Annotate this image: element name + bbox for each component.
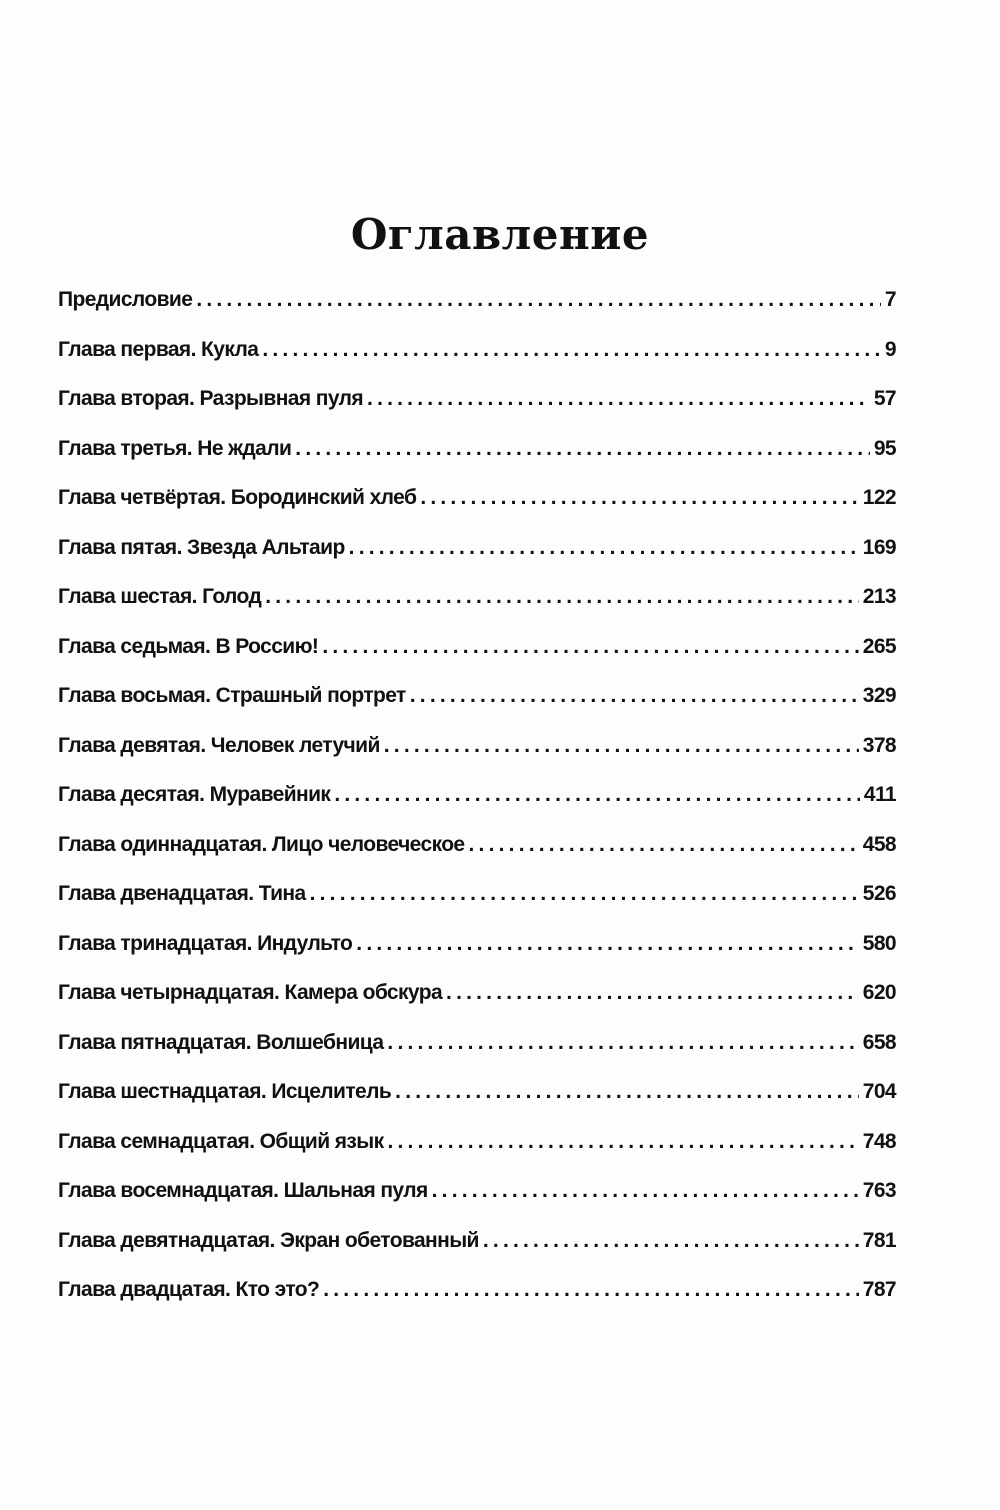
dot-leader <box>395 1080 859 1104</box>
toc-entry-page: 329 <box>862 684 897 707</box>
dot-leader <box>322 635 858 659</box>
toc-entry: Глава первая. Кукла 9 <box>58 337 897 388</box>
toc-entry-label: Глава восемнадцатая. Шальная пуля <box>58 1179 428 1202</box>
dot-leader <box>432 1179 859 1203</box>
toc-entry-label: Глава двенадцатая. Тина <box>58 882 306 905</box>
toc-entry: Глава пятая. Звезда Альтаир 169 <box>58 535 897 586</box>
toc-entry-label: Глава семнадцатая. Общий язык <box>58 1129 384 1153</box>
toc-entry-label: Глава шестая. Голод <box>58 585 262 608</box>
toc-entry-page: 265 <box>862 634 897 658</box>
dot-leader <box>483 1229 859 1253</box>
toc-entry-page: 458 <box>862 832 897 856</box>
toc-entry-label: Глава девятнадцатая. Экран обетованный <box>58 1228 479 1252</box>
toc-entry-page: 658 <box>862 1030 897 1054</box>
toc-entry: Глава четырнадцатая. Камера обскура 620 <box>58 981 897 1031</box>
toc-entry-page: 213 <box>862 585 897 608</box>
toc-entry-page: 748 <box>862 1129 897 1153</box>
toc-entry-label: Глава первая. Кукла <box>58 337 259 361</box>
dot-leader <box>356 932 858 956</box>
dot-leader <box>323 1278 859 1302</box>
toc-entry-page: 7 <box>884 288 897 311</box>
toc-entry-page: 526 <box>862 882 897 905</box>
toc-entry: Глава восьмая. Страшный портрет 329 <box>58 684 897 734</box>
dot-leader <box>262 338 881 362</box>
dot-leader <box>349 536 859 560</box>
toc-entry: Глава двенадцатая. Тина 526 <box>58 882 897 932</box>
toc-entry-label: Глава пятая. Звезда Альтаир <box>58 535 345 559</box>
toc-entry: Глава шестая. Голод 213 <box>58 585 897 635</box>
dot-leader <box>387 1130 858 1154</box>
toc-entry-page: 122 <box>862 486 897 509</box>
dot-leader <box>367 387 870 411</box>
toc-entry-label: Глава восьмая. Страшный портрет <box>58 684 406 707</box>
toc-entry-page: 169 <box>862 535 897 559</box>
toc-entry: Глава двадцатая. Кто это? 787 <box>58 1278 897 1328</box>
toc-entry-label: Предисловие <box>58 288 193 311</box>
toc-entry-label: Глава четырнадцатая. Камера обскура <box>58 981 443 1004</box>
toc-entry: Глава пятнадцатая. Волшебница 658 <box>58 1030 897 1081</box>
dot-leader <box>310 882 859 906</box>
toc-entry: Глава десятая. Муравейник 411 <box>58 783 897 833</box>
toc-entry-page: 704 <box>862 1080 897 1103</box>
toc-entry-page: 580 <box>862 931 897 955</box>
toc-entry-page: 763 <box>862 1179 897 1202</box>
toc-entry-page: 378 <box>862 733 897 757</box>
toc-entry-label: Глава одиннадцатая. Лицо человеческое <box>58 832 465 856</box>
toc-entry-page: 57 <box>873 387 897 410</box>
toc-entry-label: Глава пятнадцатая. Волшебница <box>58 1030 384 1054</box>
toc-entry-label: Глава тринадцатая. Индульто <box>58 931 353 955</box>
toc-entry-label: Глава четвёртая. Бородинский хлеб <box>58 486 417 509</box>
toc-entry: Глава семнадцатая. Общий язык 748 <box>58 1129 897 1180</box>
table-of-contents: Предисловие 7 Глава первая. Кукла 9 Глава вт… <box>58 288 897 1328</box>
dot-leader <box>387 1031 858 1055</box>
toc-entry-page: 781 <box>862 1228 897 1252</box>
toc-entry: Глава шестнадцатая. Исцелитель 704 <box>58 1080 897 1130</box>
dot-leader <box>420 486 858 510</box>
toc-entry: Глава седьмая. В Россию! 265 <box>58 634 897 685</box>
toc-entry: Глава тринадцатая. Индульто 580 <box>58 931 897 982</box>
dot-leader <box>469 833 859 857</box>
dot-leader <box>334 783 860 807</box>
toc-entry-label: Глава девятая. Человек летучий <box>58 733 380 757</box>
toc-entry-label: Глава двадцатая. Кто это? <box>58 1278 320 1301</box>
toc-entry-page: 787 <box>862 1278 897 1301</box>
toc-entry: Глава третья. Не ждали 95 <box>58 436 897 487</box>
dot-leader <box>410 684 859 708</box>
toc-entry-label: Глава седьмая. В Россию! <box>58 634 319 658</box>
dot-leader <box>384 734 859 758</box>
toc-entry-page: 411 <box>863 783 897 806</box>
dot-leader <box>196 288 881 312</box>
toc-entry-label: Глава третья. Не ждали <box>58 436 292 460</box>
toc-entry: Глава девятнадцатая. Экран обетованный 78… <box>58 1228 897 1279</box>
toc-entry-label: Глава вторая. Разрывная пуля <box>58 387 364 410</box>
toc-entry: Глава вторая. Разрывная пуля 57 <box>58 387 897 437</box>
toc-entry: Глава восемнадцатая. Шальная пуля 763 <box>58 1179 897 1229</box>
toc-entry-page: 620 <box>862 981 897 1004</box>
toc-entry-label: Глава шестнадцатая. Исцелитель <box>58 1080 392 1103</box>
toc-entry: Глава четвёртая. Бородинский хлеб 122 <box>58 486 897 536</box>
toc-entry-page: 95 <box>873 436 897 460</box>
page-title: Оглавление <box>350 210 650 260</box>
toc-entry-label: Глава десятая. Муравейник <box>58 783 331 806</box>
dot-leader <box>265 585 859 609</box>
toc-entry: Глава одиннадцатая. Лицо человеческое 458 <box>58 832 897 883</box>
dot-leader <box>446 981 859 1005</box>
toc-entry: Глава девятая. Человек летучий 378 <box>58 733 897 784</box>
toc-entry: Предисловие 7 <box>58 288 897 338</box>
dot-leader <box>295 437 870 461</box>
toc-entry-page: 9 <box>884 337 897 361</box>
